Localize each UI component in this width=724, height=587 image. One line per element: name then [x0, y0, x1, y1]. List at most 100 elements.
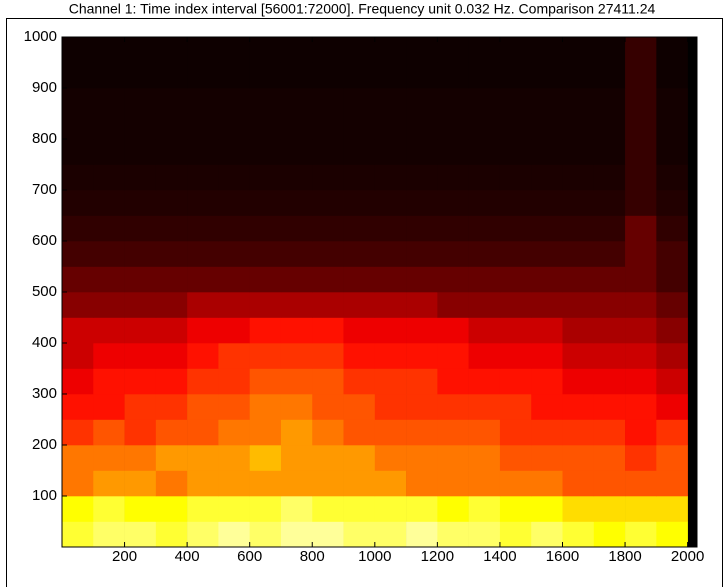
heatmap-cell	[280, 139, 313, 165]
heatmap-cell	[499, 343, 532, 369]
heatmap-cell	[62, 368, 94, 395]
heatmap-cell	[155, 215, 188, 242]
figure-frame	[6, 18, 723, 587]
heatmap-cell	[437, 343, 469, 369]
heatmap-cell	[62, 343, 94, 369]
heatmap-cell	[93, 521, 125, 548]
heatmap-cell	[593, 292, 626, 318]
heatmap-cell	[625, 215, 657, 242]
heatmap-cell	[656, 317, 688, 344]
heatmap-cell	[468, 317, 501, 344]
heatmap-cell	[374, 241, 407, 267]
heatmap-cell	[562, 470, 595, 497]
heatmap-cell	[187, 164, 219, 191]
heatmap-cell	[437, 394, 469, 420]
heatmap-cell	[593, 215, 626, 242]
heatmap-cell	[249, 37, 282, 63]
heatmap-cell	[468, 343, 501, 369]
heatmap-cell	[499, 139, 532, 165]
x-tick-label: 1400	[483, 548, 516, 565]
heatmap-cell	[343, 139, 376, 165]
heatmap	[62, 37, 697, 548]
heatmap-cell	[218, 164, 250, 191]
heatmap-cell	[124, 215, 157, 242]
heatmap-cell	[374, 343, 407, 369]
heatmap-cell	[62, 394, 94, 420]
heatmap-cell	[62, 241, 94, 267]
heatmap-cell	[93, 419, 125, 446]
heatmap-cell	[280, 190, 313, 216]
heatmap-cell	[593, 164, 626, 191]
heatmap-cell	[499, 37, 532, 63]
heatmap-cell	[187, 419, 219, 446]
y-tick-label: 200	[32, 436, 57, 453]
heatmap-cell	[124, 62, 157, 89]
heatmap-cell	[499, 241, 532, 267]
heatmap-cell	[93, 139, 125, 165]
heatmap-cell	[374, 266, 407, 293]
heatmap-cell	[531, 266, 563, 293]
heatmap-cell	[312, 317, 344, 344]
heatmap-cell	[280, 215, 313, 242]
heatmap-cell	[124, 37, 157, 63]
heatmap-cell	[249, 241, 282, 267]
heatmap-cell	[312, 343, 344, 369]
heatmap-cell	[374, 419, 407, 446]
heatmap-cell	[374, 317, 407, 344]
heatmap-cell	[406, 139, 438, 165]
heatmap-cell	[155, 521, 188, 548]
heatmap-cell	[187, 521, 219, 548]
heatmap-cell	[280, 317, 313, 344]
heatmap-cell	[656, 419, 688, 446]
heatmap-cell	[406, 37, 438, 63]
heatmap-cell	[249, 292, 282, 318]
heatmap-cell	[625, 139, 657, 165]
heatmap-cell	[406, 470, 438, 497]
heatmap-cell	[374, 139, 407, 165]
heatmap-cell	[374, 88, 407, 114]
heatmap-cell	[155, 62, 188, 89]
heatmap-cell	[531, 292, 563, 318]
heatmap-cell	[562, 521, 595, 548]
x-tick-label: 400	[175, 548, 200, 565]
x-tick-label: 1000	[358, 548, 391, 565]
heatmap-cell	[406, 164, 438, 191]
heatmap-cell	[62, 62, 94, 89]
heatmap-cell	[343, 521, 376, 548]
heatmap-cell	[124, 241, 157, 267]
heatmap-cell	[218, 521, 250, 548]
heatmap-cell	[249, 113, 282, 140]
heatmap-cell	[499, 164, 532, 191]
heatmap-cell	[468, 215, 501, 242]
heatmap-cell	[280, 419, 313, 446]
x-tick-label: 200	[112, 548, 137, 565]
heatmap-cell	[531, 164, 563, 191]
heatmap-cell	[312, 37, 344, 63]
heatmap-cell	[93, 394, 125, 420]
heatmap-cell	[593, 62, 626, 89]
heatmap-cell	[93, 292, 125, 318]
heatmap-cell	[249, 521, 282, 548]
heatmap-cell	[499, 419, 532, 446]
heatmap-cell	[374, 470, 407, 497]
heatmap-cell	[468, 292, 501, 318]
heatmap-cell	[625, 496, 657, 522]
heatmap-cell	[374, 368, 407, 395]
heatmap-cell	[468, 113, 501, 140]
heatmap-cell	[656, 521, 688, 548]
heatmap-cell	[374, 164, 407, 191]
heatmap-cell	[280, 241, 313, 267]
heatmap-cell	[531, 419, 563, 446]
heatmap-cell	[656, 343, 688, 369]
heatmap-cell	[155, 368, 188, 395]
heatmap-cell	[562, 139, 595, 165]
heatmap-cell	[499, 368, 532, 395]
heatmap-cell	[437, 496, 469, 522]
heatmap-cell	[280, 37, 313, 63]
heatmap-cell	[437, 62, 469, 89]
heatmap-cell	[218, 445, 250, 471]
heatmap-cell	[124, 445, 157, 471]
heatmap-cell	[249, 470, 282, 497]
heatmap-cell	[62, 215, 94, 242]
